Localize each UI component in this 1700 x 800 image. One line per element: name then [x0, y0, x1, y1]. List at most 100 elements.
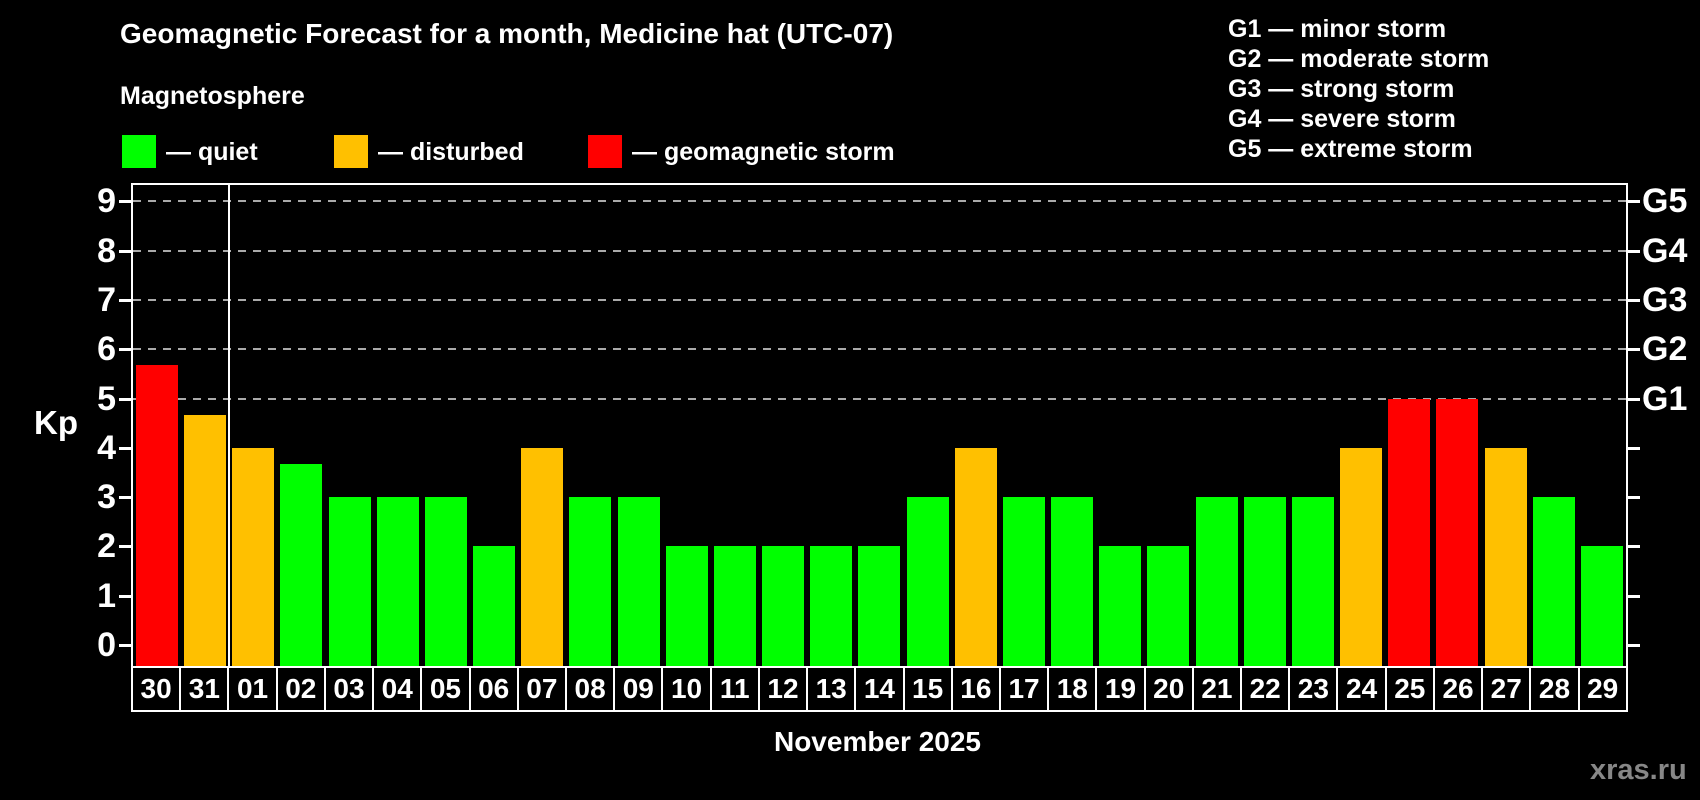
kp-bar-day-14: [858, 546, 901, 666]
day-label-03: 03: [323, 666, 375, 712]
quiet-legend-label: — quiet: [166, 138, 258, 166]
y-axis-tick-right-9: [1628, 200, 1640, 204]
day-label-23: 23: [1288, 666, 1339, 712]
day-label-05: 05: [420, 666, 471, 712]
day-label-25: 25: [1384, 666, 1435, 712]
kp-bar-day-29: [1580, 546, 1623, 666]
day-label-26: 26: [1432, 666, 1484, 712]
kp-bar-day-11: [713, 546, 756, 666]
kp-bar-day-15: [906, 497, 949, 666]
plot-area: [119, 183, 1640, 666]
y-axis-tick-left-3: [119, 496, 131, 500]
kp-bar-day-21: [1195, 497, 1238, 666]
g2-legend-line: G2 — moderate storm: [1228, 45, 1490, 73]
y-tick-label-8: 8: [97, 231, 116, 270]
page-title: Geomagnetic Forecast for a month, Medici…: [120, 18, 894, 49]
g-tick-label-g2: G2: [1642, 330, 1688, 369]
g4-legend-line: G4 — severe storm: [1228, 105, 1456, 133]
day-label-07: 07: [516, 666, 567, 712]
gridline-kp8: [133, 249, 1626, 252]
magnetosphere-label: Magnetosphere: [120, 82, 305, 110]
kp-bar-day-17: [1002, 497, 1045, 666]
y-tick-label-0: 0: [97, 626, 116, 664]
y-axis-tick-right-3: [1628, 496, 1640, 500]
kp-bar-day-20: [1147, 546, 1190, 666]
kp-bar-day-27: [1484, 447, 1527, 666]
kp-bar-day-10: [665, 546, 708, 666]
day-label-21: 21: [1191, 666, 1243, 712]
kp-bar-day-04: [376, 497, 419, 666]
day-label-16: 16: [950, 666, 1001, 712]
y-axis-tick-right-6: [1628, 348, 1640, 352]
y-tick-label-9: 9: [97, 182, 116, 221]
kp-bar-day-26: [1436, 398, 1479, 666]
y-tick-label-4: 4: [97, 428, 116, 467]
y-axis-tick-left-9: [119, 200, 131, 204]
y-tick-label-1: 1: [97, 576, 116, 615]
day-label-28: 28: [1529, 666, 1580, 712]
day-label-14: 14: [854, 666, 905, 712]
y-axis-tick-right-8: [1628, 249, 1640, 253]
kp-bar-day-24: [1340, 447, 1383, 666]
g-tick-label-g1: G1: [1642, 379, 1688, 418]
y-axis-tick-right-7: [1628, 298, 1640, 302]
kp-bar-day-23: [1291, 497, 1334, 666]
y-axis-tick-right-4: [1628, 446, 1640, 450]
y-axis-tick-left-2: [119, 545, 131, 549]
kp-bar-day-28: [1532, 497, 1575, 666]
y-axis-title: Kp: [34, 404, 78, 441]
x-axis-day-labels: 30 31 01 02 03 04 05 06 07 08 09 10 11 12 13 14 15 16 17 18…: [131, 666, 1628, 712]
y-tick-label-6: 6: [97, 330, 116, 369]
kp-bar-day-05: [424, 497, 467, 666]
kp-bar-day-02: [280, 464, 323, 666]
day-label-27: 27: [1481, 666, 1532, 712]
y-tick-label-3: 3: [97, 478, 116, 517]
day-label-29: 29: [1577, 666, 1628, 712]
g-tick-label-g3: G3: [1642, 280, 1688, 319]
kp-bar-day-16: [954, 447, 997, 666]
kp-bar-day-22: [1243, 497, 1286, 666]
y-axis-tick-right-2: [1628, 545, 1640, 549]
x-axis-title: November 2025: [773, 726, 981, 757]
kp-bar-day-09: [617, 497, 660, 666]
day-label-10: 10: [661, 666, 712, 712]
y-axis-tick-right-5: [1628, 397, 1640, 401]
month-separator-line: [228, 185, 231, 666]
day-label-11: 11: [709, 666, 760, 712]
storm-legend-swatch: [588, 135, 622, 168]
day-label-17: 17: [998, 666, 1050, 712]
day-label-12: 12: [757, 666, 809, 712]
day-label-22: 22: [1240, 666, 1291, 712]
kp-bar-day-19: [1099, 546, 1142, 666]
kp-bar-day-25: [1388, 398, 1431, 666]
day-label-09: 09: [613, 666, 664, 712]
day-label-20: 20: [1143, 666, 1194, 712]
g3-legend-line: G3 — strong storm: [1228, 75, 1455, 103]
day-label-04: 04: [372, 666, 423, 712]
g-tick-label-g4: G4: [1642, 231, 1688, 270]
gridline-kp5: [133, 397, 1626, 400]
g-scale-legend: G1 — minor storm G2 — moderate storm G3 …: [1228, 14, 1489, 164]
xras-watermark-link[interactable]: xras.ru: [1590, 754, 1687, 786]
day-label-30: 30: [131, 666, 182, 712]
gridline-kp7: [133, 298, 1626, 301]
kp-bar-day-07: [521, 447, 564, 666]
y-tick-label-5: 5: [97, 379, 116, 418]
y-axis-tick-right-1: [1628, 594, 1640, 598]
day-label-06: 06: [468, 666, 519, 712]
kp-bar-day-08: [569, 497, 612, 666]
y-axis-tick-left-4: [119, 446, 131, 450]
kp-bar-day-06: [473, 546, 516, 666]
disturbed-legend-swatch: [334, 135, 368, 168]
kp-bar-day-01: [232, 447, 275, 666]
kp-bar-day-31: [184, 414, 227, 666]
g1-legend-line: G1 — minor storm: [1228, 15, 1447, 43]
day-label-18: 18: [1047, 666, 1098, 712]
kp-bar-day-13: [810, 546, 853, 666]
kp-bar-day-30: [136, 365, 178, 666]
y-axis-tick-right-0: [1628, 644, 1640, 647]
g-tick-label-g5: G5: [1642, 182, 1688, 221]
day-label-24: 24: [1336, 666, 1387, 712]
y-axis-tick-left-7: [119, 298, 131, 302]
